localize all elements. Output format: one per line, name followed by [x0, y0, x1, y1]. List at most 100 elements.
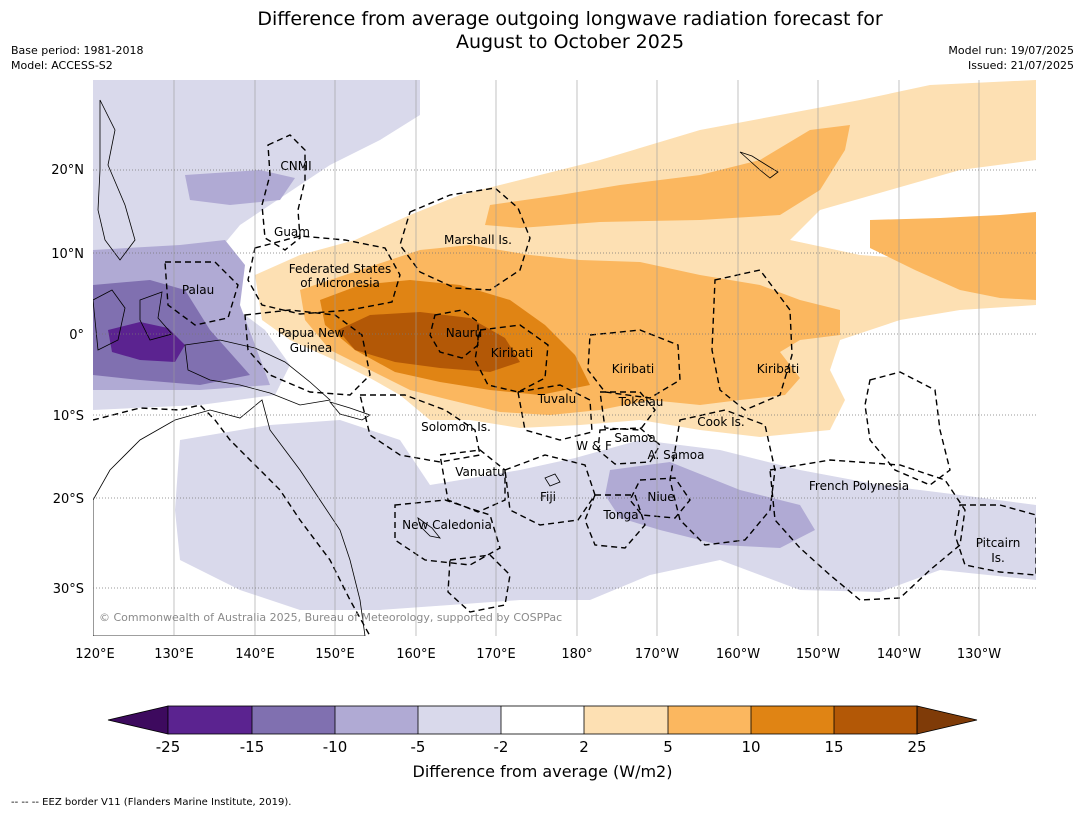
- colorbar-tick-label: -10: [323, 738, 348, 756]
- place-label-png-2: Guinea: [290, 341, 333, 355]
- colorbar-low-extension: [107, 705, 169, 735]
- eez-kiribati-west: [474, 324, 549, 393]
- colorbar-tick-label: -2: [494, 738, 509, 756]
- eez-footnote: -- -- -- EEZ border V11 (Flanders Marine…: [11, 797, 292, 808]
- title-line-2: August to October 2025: [455, 31, 685, 53]
- place-label-png-1: Papua New: [278, 326, 345, 340]
- eez-norfolk: [447, 554, 511, 613]
- eez-micronesia: [247, 235, 401, 315]
- eez-nauru: [429, 309, 479, 359]
- lon-tick-label: 130°E: [154, 647, 194, 662]
- eez-kiribati-line: [711, 269, 793, 411]
- place-label-fiji: Fiji: [540, 490, 556, 504]
- eez-cook-is: [669, 409, 776, 546]
- lon-tick-label: 160°W: [716, 647, 760, 662]
- eez-french-polynesia: [769, 459, 966, 601]
- lon-tick-label: 180°: [561, 647, 592, 662]
- place-label-tokelau: Tokelau: [618, 395, 664, 409]
- lon-tick-label: 150°W: [796, 647, 840, 662]
- meta-left: Base period: 1981-2018 Model: ACCESS-S2: [11, 43, 143, 73]
- colorbar-segment: [751, 706, 834, 734]
- lon-tick-label: 150°E: [315, 647, 355, 662]
- colorbar-tick-label: -25: [156, 738, 181, 756]
- place-label-kiribati-east: Kiribati: [757, 362, 799, 376]
- colorbar-tick-label: -5: [411, 738, 426, 756]
- eez-vanuatu: [439, 449, 506, 513]
- colorbar-tick-label: 2: [579, 738, 589, 756]
- eez-australia-east: [93, 404, 371, 636]
- eez-samoa: [597, 427, 661, 465]
- eez-tuvalu: [517, 384, 593, 441]
- gridlines: [173, 80, 980, 636]
- colorbar-tick-label: 25: [907, 738, 926, 756]
- lon-tick-label: 170°E: [476, 647, 516, 662]
- colorbar-dividers: [251, 706, 835, 734]
- fiji-coast: [544, 473, 561, 487]
- borneo-coast: [93, 289, 126, 351]
- lon-tick-label: 120°E: [75, 647, 115, 662]
- anomaly-field: [93, 80, 1036, 636]
- eez-tokelau: [599, 391, 656, 431]
- lat-tick-label: 0°: [69, 328, 84, 343]
- issued-date: Issued: 21/07/2025: [967, 59, 1074, 72]
- copyright-notice: © Commonwealth of Australia 2025, Bureau…: [99, 611, 562, 624]
- meta-right: Model run: 19/07/2025 Issued: 21/07/2025: [948, 43, 1074, 73]
- colorbar-tick-label: -15: [240, 738, 265, 756]
- model-name: Model: ACCESS-S2: [11, 59, 113, 72]
- latitude-lines: [93, 169, 1036, 589]
- eez-kiribati-phoenix: [587, 329, 681, 399]
- colorbar-high-extension: [916, 705, 978, 735]
- place-label-micronesia-1: Federated States: [289, 262, 391, 276]
- place-label-tonga: Tonga: [602, 508, 638, 522]
- place-label-micronesia-2: of Micronesia: [300, 276, 380, 290]
- chart-title: Difference from average outgoing longwav…: [0, 8, 1085, 54]
- place-label-wallis-futuna: W & F: [576, 439, 612, 453]
- lon-tick-label: 160°E: [396, 647, 436, 662]
- lat-tick-label: 20°S: [53, 492, 84, 507]
- place-label-french-polynesia: French Polynesia: [809, 479, 909, 493]
- lon-tick-label: 140°E: [235, 647, 275, 662]
- place-label-vanuatu: Vanuatu: [455, 465, 505, 479]
- philippines-coast: [97, 99, 136, 261]
- place-label-niue: Niue: [647, 490, 674, 504]
- longitude-tick-labels: 120°E 130°E 140°E 150°E 160°E 170°E 180°…: [75, 647, 1001, 662]
- colorbar-segment: [418, 706, 501, 734]
- new-caledonia-coast: [417, 517, 441, 539]
- colorbar-tick-label: 10: [741, 738, 760, 756]
- eez-cnmi-guam: [261, 134, 306, 251]
- eez-fiji: [504, 454, 596, 526]
- colorbar-tick-label: 15: [824, 738, 843, 756]
- eez-niue: [629, 477, 691, 519]
- place-label-tuvalu: Tuvalu: [537, 392, 577, 406]
- eez-png: [244, 309, 371, 396]
- colorbar-segment: [668, 706, 751, 734]
- new-guinea-coast: [184, 339, 331, 406]
- model-run: Model run: 19/07/2025: [948, 44, 1074, 57]
- colorbar-segment: [501, 706, 584, 734]
- colorbar-outline: [167, 705, 918, 735]
- place-label-american-samoa: A. Samoa: [648, 448, 705, 462]
- colorbar-segment: [584, 706, 668, 734]
- place-label-new-caledonia: New Caledonia: [402, 518, 492, 532]
- eez-pitcairn: [954, 504, 1036, 576]
- place-label-palau: Palau: [182, 283, 214, 297]
- colorbar-tick-label: 5: [663, 738, 673, 756]
- colorbar-title: Difference from average (W/m2): [412, 762, 673, 781]
- place-label-cnmi: CNMI: [280, 159, 311, 173]
- colorbar-tick-labels: -25 -15 -10 -5 -2 2 5 10 15 25: [156, 738, 927, 756]
- place-label-samoa: Samoa: [614, 431, 655, 445]
- colorbar-segment: [335, 706, 418, 734]
- place-label-kiribati-west: Kiribati: [491, 346, 533, 360]
- colorbar-segment: [834, 706, 917, 734]
- lon-tick-label: 170°W: [635, 647, 679, 662]
- colorbar: -25 -15 -10 -5 -2 2 5 10 15 25: [107, 705, 978, 756]
- place-label-pitcairn-1: Pitcairn: [976, 536, 1021, 550]
- eez-palau: [164, 261, 239, 326]
- eez-french-polynesia-north: [864, 371, 951, 486]
- eez-new-caledonia: [394, 499, 501, 566]
- lat-tick-label: 10°N: [51, 247, 84, 262]
- australia-coast: [93, 399, 366, 636]
- eez-marshall-is: [399, 187, 531, 291]
- title-line-1: Difference from average outgoing longwav…: [257, 8, 883, 30]
